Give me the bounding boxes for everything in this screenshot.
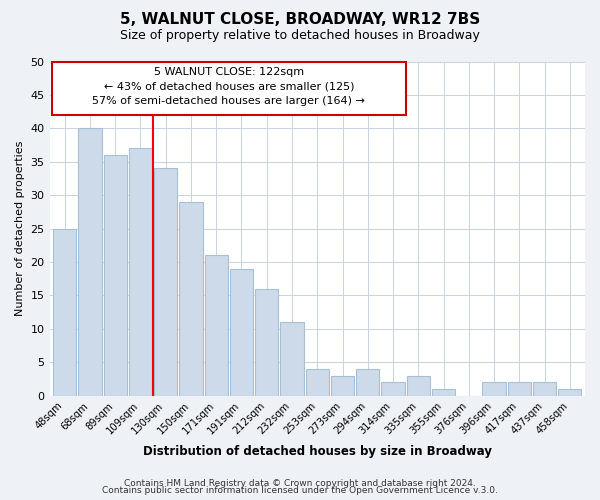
Text: Contains public sector information licensed under the Open Government Licence v.: Contains public sector information licen… [102, 486, 498, 495]
Bar [508, 382, 531, 396]
Bar [382, 382, 404, 396]
Bar [79, 128, 101, 396]
Text: Contains HM Land Registry data © Crown copyright and database right 2024.: Contains HM Land Registry data © Crown c… [124, 478, 476, 488]
Text: ← 43% of detached houses are smaller (125): ← 43% of detached houses are smaller (12… [104, 82, 354, 92]
Text: 5 WALNUT CLOSE: 122sqm: 5 WALNUT CLOSE: 122sqm [154, 67, 304, 77]
Bar [280, 322, 304, 396]
Bar [53, 228, 76, 396]
Bar [558, 389, 581, 396]
Bar [356, 369, 379, 396]
Bar [533, 382, 556, 396]
Bar [407, 376, 430, 396]
Text: 57% of semi-detached houses are larger (164) →: 57% of semi-detached houses are larger (… [92, 96, 365, 106]
Bar [331, 376, 354, 396]
Bar [154, 168, 178, 396]
FancyBboxPatch shape [52, 62, 406, 115]
X-axis label: Distribution of detached houses by size in Broadway: Distribution of detached houses by size … [143, 444, 492, 458]
Bar [230, 268, 253, 396]
Text: 5, WALNUT CLOSE, BROADWAY, WR12 7BS: 5, WALNUT CLOSE, BROADWAY, WR12 7BS [120, 12, 480, 28]
Bar [255, 288, 278, 396]
Bar [305, 369, 329, 396]
Bar [104, 155, 127, 396]
Bar [482, 382, 506, 396]
Bar [205, 256, 228, 396]
Y-axis label: Number of detached properties: Number of detached properties [15, 141, 25, 316]
Text: Size of property relative to detached houses in Broadway: Size of property relative to detached ho… [120, 29, 480, 42]
Bar [129, 148, 152, 396]
Bar [179, 202, 203, 396]
Bar [432, 389, 455, 396]
